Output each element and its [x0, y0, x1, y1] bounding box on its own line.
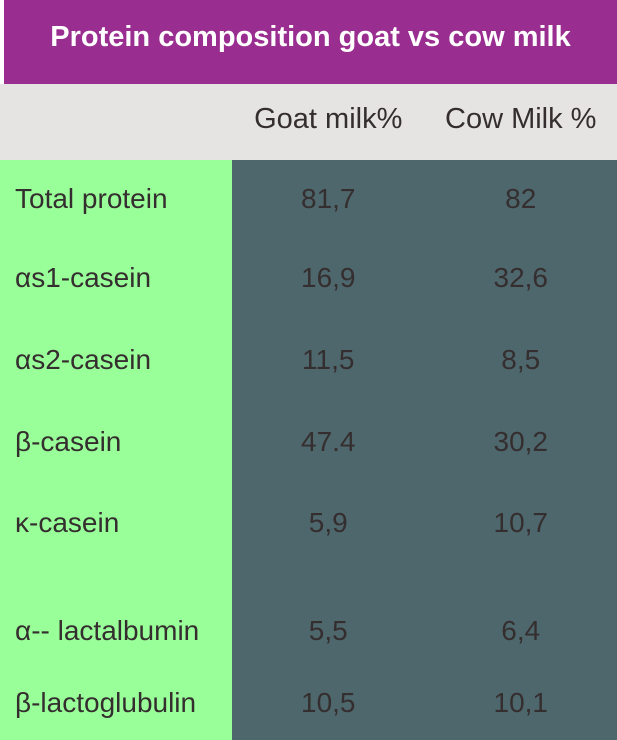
- goat-milk-value: 10,5: [232, 666, 425, 740]
- cow-milk-value: 10,7: [424, 482, 617, 564]
- goat-milk-value: 16,9: [232, 238, 425, 318]
- spacer-goat-cell: [232, 564, 425, 596]
- column-header-empty: [0, 84, 232, 160]
- cow-milk-value: 32,6: [424, 238, 617, 318]
- page-title: Protein composition goat vs cow milk: [50, 20, 571, 53]
- protein-label: Total protein: [0, 160, 232, 238]
- goat-milk-value: 11,5: [232, 318, 425, 401]
- table-row: αs1-casein 16,9 32,6: [0, 238, 617, 318]
- table-row: α-- lactalbumin 5,5 6,4: [0, 596, 617, 666]
- column-header-goat: Goat milk%: [254, 102, 403, 135]
- protein-label: αs1-casein: [0, 238, 232, 318]
- protein-label: β-casein: [0, 401, 232, 482]
- spacer-cow-cell: [424, 564, 617, 596]
- table-row: β-casein 47.4 30,2: [0, 401, 617, 482]
- goat-milk-value: 5,5: [232, 596, 425, 666]
- spacer-row: [0, 564, 617, 596]
- goat-milk-value: 81,7: [232, 160, 425, 238]
- goat-milk-value: 47.4: [232, 401, 425, 482]
- protein-label: α-- lactalbumin: [0, 596, 232, 666]
- column-header-row: Goat milk% Cow Milk %: [0, 84, 617, 160]
- goat-milk-value: 5,9: [232, 482, 425, 564]
- table-row: Total protein 81,7 82: [0, 160, 617, 238]
- table-row: αs2-casein 11,5 8,5: [0, 318, 617, 401]
- cow-milk-value: 6,4: [424, 596, 617, 666]
- spacer-label-cell: [0, 564, 232, 596]
- protein-label: αs2-casein: [0, 318, 232, 401]
- protein-label: κ-casein: [0, 482, 232, 564]
- column-header-cow: Cow Milk %: [445, 102, 597, 135]
- cow-milk-value: 8,5: [424, 318, 617, 401]
- table-body: Total protein 81,7 82 αs1-casein 16,9 32,6 αs2…: [0, 160, 617, 740]
- protein-label: β-lactoglubulin: [0, 666, 232, 740]
- cow-milk-value: 10,1: [424, 666, 617, 740]
- cow-milk-value: 82: [424, 160, 617, 238]
- title-banner: Protein composition goat vs cow milk: [4, 0, 617, 84]
- cow-milk-value: 30,2: [424, 401, 617, 482]
- table-row: κ-casein 5,9 10,7: [0, 482, 617, 564]
- table-row: β-lactoglubulin 10,5 10,1: [0, 666, 617, 740]
